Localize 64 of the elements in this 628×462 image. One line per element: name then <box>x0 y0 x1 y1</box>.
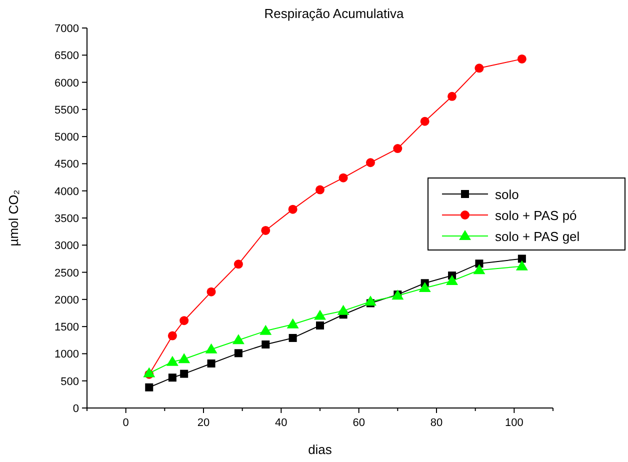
point <box>364 296 376 306</box>
y-tick-label: 4000 <box>54 186 79 198</box>
y-tick-label: 6500 <box>54 50 79 62</box>
point <box>473 264 486 274</box>
point <box>316 185 324 194</box>
y-axis-title: µmol CO₂ <box>6 190 21 246</box>
point <box>474 64 484 73</box>
x-tick-label: 20 <box>197 417 210 429</box>
point <box>517 54 526 64</box>
y-tick-label: 1500 <box>54 322 79 334</box>
point <box>516 260 528 270</box>
y-tick-label: 1000 <box>54 348 79 361</box>
x-tick-label: 60 <box>352 417 365 429</box>
point <box>178 353 190 364</box>
point <box>446 274 458 285</box>
point <box>393 144 402 154</box>
y-tick-label: 2000 <box>54 294 79 306</box>
point <box>180 370 188 378</box>
chart-title: Respiração Acumulativa <box>264 6 404 21</box>
legend-label: solo + PAS gel <box>495 229 580 244</box>
point <box>207 359 216 368</box>
point <box>337 304 350 315</box>
point <box>260 324 272 335</box>
point <box>338 173 348 182</box>
legend-label: solo <box>495 187 519 202</box>
y-tick-label: 5500 <box>54 104 79 116</box>
point <box>168 374 176 382</box>
y-tick-label: 500 <box>60 376 79 388</box>
x-axis-title: dias <box>308 442 332 457</box>
y-tick-label: 5000 <box>54 132 79 144</box>
x-tick-label: 40 <box>275 417 288 429</box>
point <box>518 254 526 263</box>
point <box>448 92 457 101</box>
x-tick-label: 0 <box>122 417 129 429</box>
point <box>205 343 218 354</box>
point <box>288 204 298 214</box>
y-tick-label: 3500 <box>54 213 79 225</box>
point <box>316 321 324 330</box>
point <box>286 318 299 328</box>
y-tick-label: 4500 <box>54 158 79 171</box>
point <box>180 316 189 326</box>
point <box>232 334 244 344</box>
point <box>288 334 297 342</box>
y-tick-label: 7000 <box>54 23 79 35</box>
y-tick-label: 3000 <box>54 240 79 252</box>
y-tick-label: 2500 <box>54 267 79 280</box>
point <box>418 282 431 292</box>
point <box>262 340 270 348</box>
point <box>261 226 270 235</box>
x-tick-label: 100 <box>504 417 524 429</box>
point <box>145 383 154 392</box>
legend-label: solo + PAS pó <box>495 208 577 223</box>
point <box>166 356 178 366</box>
point <box>366 158 375 168</box>
point <box>314 310 326 320</box>
y-tick-label: 6000 <box>54 77 79 90</box>
point <box>168 331 177 340</box>
point <box>143 367 156 378</box>
x-tick-label: 80 <box>430 417 443 429</box>
point <box>420 116 430 126</box>
point <box>234 349 242 358</box>
y-tick-label: 0 <box>72 403 79 415</box>
point <box>206 287 216 296</box>
point <box>234 260 243 269</box>
